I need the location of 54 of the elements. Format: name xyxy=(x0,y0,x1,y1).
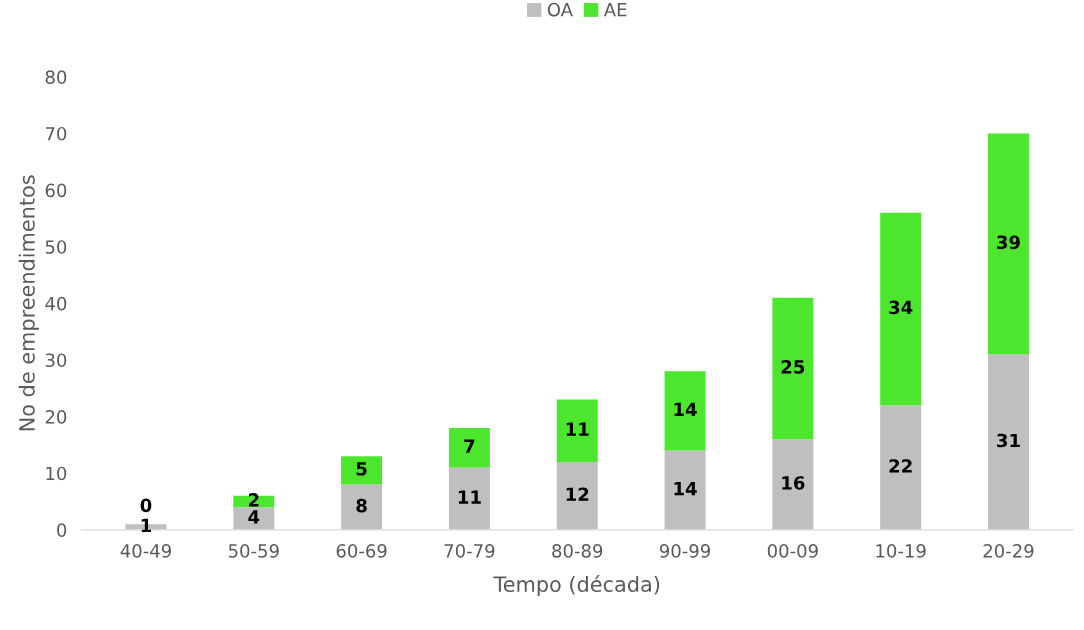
bar xyxy=(880,212,922,406)
bar xyxy=(341,456,383,485)
y-tick-label: 40 xyxy=(45,296,67,311)
x-tick-label: 10-19 xyxy=(876,544,926,558)
bar xyxy=(448,467,490,530)
data-label: 11 xyxy=(458,490,481,504)
x-tick-label: 80-89 xyxy=(552,544,603,558)
x-tick-label: 90-99 xyxy=(659,544,710,558)
bar xyxy=(664,371,706,451)
y-tick-label: 50 xyxy=(45,240,67,254)
y-tick-label: 70 xyxy=(45,126,67,141)
bar xyxy=(880,405,922,530)
bar xyxy=(772,297,814,440)
data-label: 31 xyxy=(997,433,1020,448)
data-label: 5 xyxy=(356,462,367,476)
data-label: 39 xyxy=(997,235,1020,250)
legend-label: AE xyxy=(603,3,627,17)
data-label: 12 xyxy=(566,487,589,501)
y-tick-label: 0 xyxy=(57,523,67,537)
y-tick-label: 10 xyxy=(46,466,67,481)
data-label: 34 xyxy=(889,300,913,315)
x-tick-label: 50-59 xyxy=(228,544,279,558)
bar xyxy=(772,439,814,530)
x-tick-label: 40-49 xyxy=(120,544,171,558)
x-tick-label: 60-69 xyxy=(336,544,387,558)
x-tick-label: 20-29 xyxy=(983,544,1034,558)
y-tick-label: 60 xyxy=(45,183,67,198)
data-label: 14 xyxy=(674,482,697,496)
data-label: 16 xyxy=(782,476,805,490)
data-label: 0 xyxy=(140,498,152,513)
data-label: 8 xyxy=(356,498,367,513)
bar xyxy=(556,399,598,462)
bar xyxy=(556,461,598,530)
legend-label: OA xyxy=(547,2,573,17)
data-label: 25 xyxy=(781,360,805,374)
bar xyxy=(448,427,490,468)
bar xyxy=(664,450,706,530)
y-axis-title: No de empreendimentos xyxy=(18,175,39,431)
y-tick-label: 20 xyxy=(45,410,67,424)
data-label: 2 xyxy=(248,493,259,507)
x-tick-label: 00-09 xyxy=(767,544,818,558)
x-axis-title: Tempo (década) xyxy=(493,575,660,597)
bar xyxy=(987,133,1029,355)
y-tick-label: 80 xyxy=(45,70,67,84)
y-tick-label: 30 xyxy=(45,353,67,368)
data-label: 14 xyxy=(674,402,697,416)
data-label: 7 xyxy=(464,439,475,453)
data-label: 22 xyxy=(889,459,912,473)
bar xyxy=(341,484,383,530)
data-label: 4 xyxy=(248,510,260,524)
data-label: 1 xyxy=(141,518,152,532)
x-tick-label: 70-79 xyxy=(444,544,495,558)
bar xyxy=(987,354,1029,530)
data-label: 11 xyxy=(566,422,589,436)
